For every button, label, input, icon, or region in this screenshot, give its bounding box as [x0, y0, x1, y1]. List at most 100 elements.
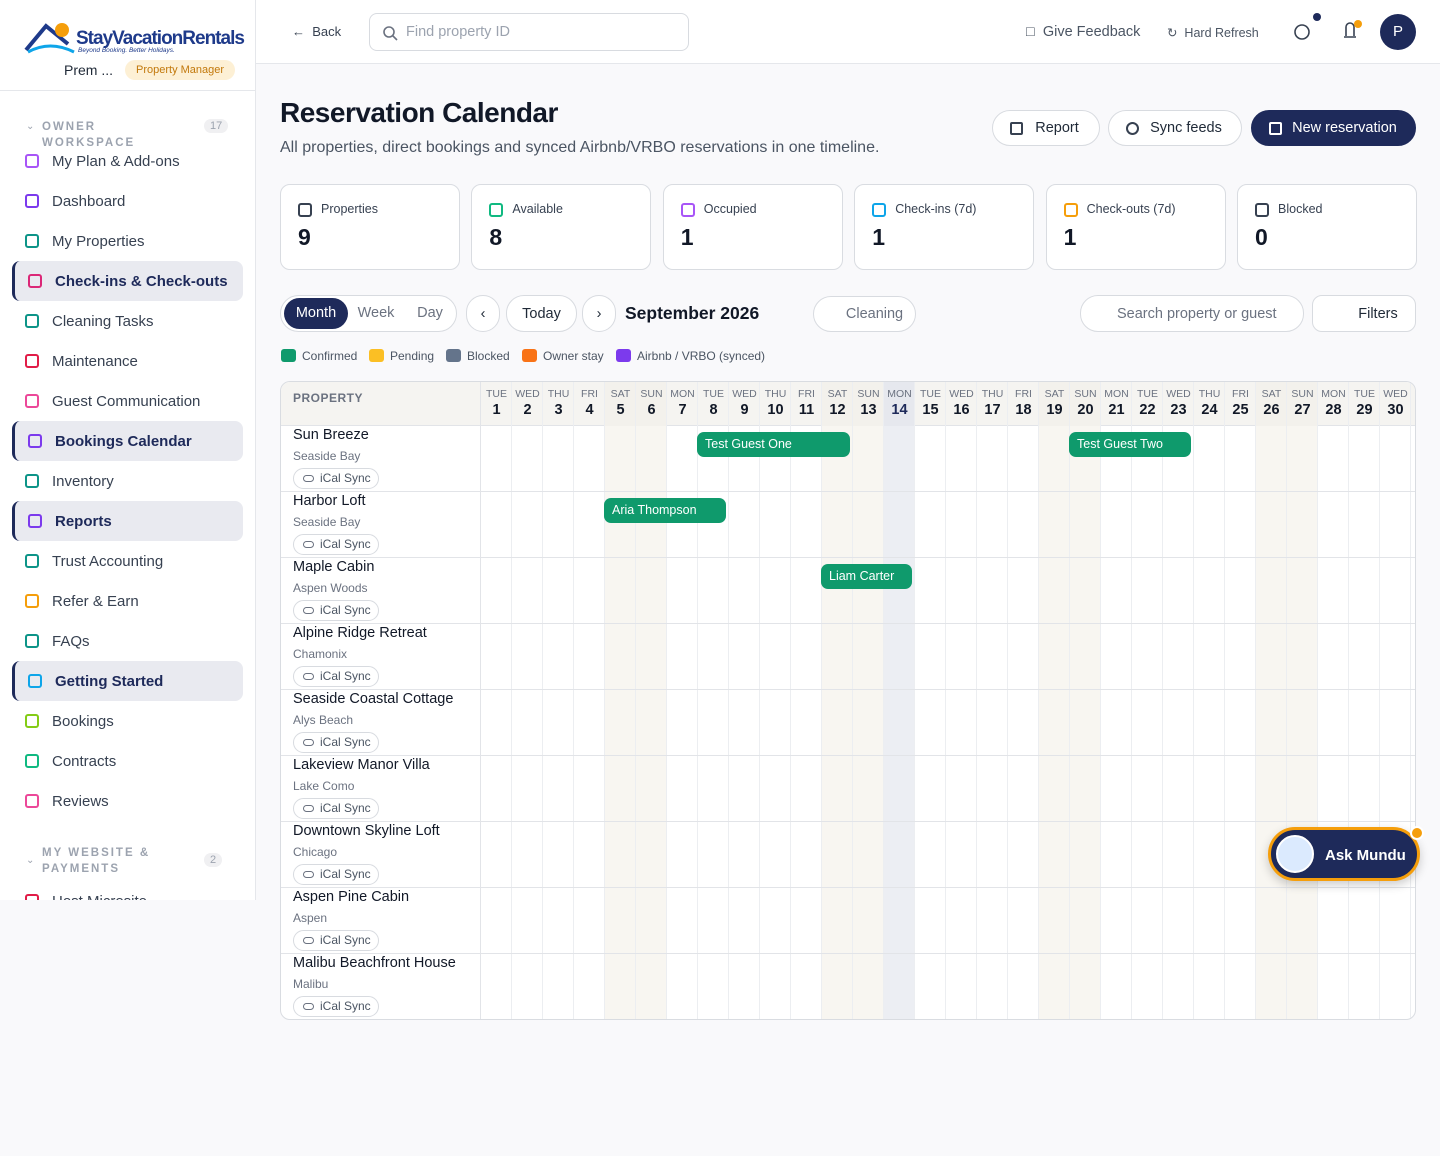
nav-item[interactable]: Dashboard: [12, 181, 243, 221]
ical-sync[interactable]: iCal Sync: [293, 468, 379, 489]
assistant-dot: [1410, 826, 1424, 840]
day-body: [853, 426, 883, 1019]
nav-item[interactable]: Refer & Earn: [12, 581, 243, 621]
nav-item[interactable]: Bookings Calendar: [12, 421, 243, 461]
property-name: Harbor Loft: [293, 493, 366, 509]
day-of-week: THU: [547, 388, 570, 400]
prev-button[interactable]: ‹: [466, 295, 500, 332]
nav-label: My Plan & Add-ons: [52, 152, 180, 170]
nav-item[interactable]: Bookings: [12, 701, 243, 741]
next-button[interactable]: ›: [582, 295, 616, 332]
day-body: [605, 426, 635, 1019]
day-column: [760, 382, 791, 1019]
ical-sync[interactable]: iCal Sync: [293, 864, 379, 885]
day-body: [1008, 426, 1038, 1019]
refresh-button[interactable]: ↻ Hard Refresh: [1167, 26, 1259, 40]
nav-item[interactable]: Host Microsite: [12, 881, 243, 900]
ical-sync[interactable]: iCal Sync: [293, 732, 379, 753]
nav-item[interactable]: My Properties: [12, 221, 243, 261]
ical-sync[interactable]: iCal Sync: [293, 930, 379, 951]
nav-item[interactable]: Reviews: [12, 781, 243, 821]
bell-icon[interactable]: [1340, 14, 1370, 44]
day-body: [1039, 426, 1069, 1019]
day-of-week: SUN: [640, 388, 663, 400]
booking-bar[interactable]: Liam Carter: [821, 564, 912, 589]
booking-bar[interactable]: Test Guest One: [697, 432, 850, 457]
ical-sync[interactable]: iCal Sync: [293, 600, 379, 621]
nav-item[interactable]: FAQs: [12, 621, 243, 661]
action-icon: [1126, 122, 1139, 135]
day-number: 6: [647, 402, 656, 418]
nav-item[interactable]: Contracts: [12, 741, 243, 781]
stat-card: Check-outs (7d) 1: [1045, 184, 1226, 270]
nav-icon: [25, 394, 39, 408]
action-button[interactable]: New reservation: [1251, 110, 1416, 146]
booking-bar[interactable]: Aria Thompson: [604, 498, 726, 523]
nav-item[interactable]: Reports: [12, 501, 243, 541]
stat-card: Properties 9: [280, 184, 460, 270]
day-body: [822, 426, 852, 1019]
today-button[interactable]: Today: [506, 295, 577, 332]
link-icon: [303, 607, 314, 614]
avatar[interactable]: P: [1380, 14, 1416, 50]
nav-label: Refer & Earn: [52, 592, 139, 610]
nav-icon: [25, 154, 39, 168]
ical-sync[interactable]: iCal Sync: [293, 666, 379, 687]
help-icon[interactable]: [1292, 12, 1322, 42]
nav-item[interactable]: Guest Communication: [12, 381, 243, 421]
property-name: Lakeview Manor Villa: [293, 757, 430, 773]
filters-button[interactable]: Filters: [1312, 295, 1416, 332]
stat-icon: [489, 203, 504, 217]
day-number: 20: [1077, 402, 1094, 418]
nav-icon: [25, 754, 39, 768]
day-of-week: TUE: [1137, 388, 1158, 400]
day-column: [667, 382, 698, 1019]
cleaning-button[interactable]: Cleaning: [813, 296, 916, 332]
guest-search[interactable]: Search property or guest: [1080, 295, 1304, 332]
view-tab[interactable]: Month: [284, 298, 348, 329]
day-body: [729, 426, 759, 1019]
stat-icon: [1255, 203, 1269, 217]
booking-bar[interactable]: Test Guest Two: [1069, 432, 1191, 457]
action-button[interactable]: Sync feeds: [1108, 110, 1242, 146]
back-button[interactable]: ← Back: [292, 24, 342, 39]
nav-item[interactable]: My Plan & Add-ons: [12, 141, 243, 181]
view-tab[interactable]: Day: [417, 305, 443, 321]
tagline: Beyond Booking. Better Holidays.: [78, 47, 175, 54]
nav-item[interactable]: Inventory: [12, 461, 243, 501]
day-body: [946, 426, 976, 1019]
nav-item[interactable]: Check-ins & Check-outs: [12, 261, 243, 301]
ical-sync[interactable]: iCal Sync: [293, 798, 379, 819]
section-count: 17: [204, 119, 229, 133]
search-box[interactable]: Find property ID: [369, 13, 689, 51]
legend-swatch: [281, 349, 296, 362]
ical-sync[interactable]: iCal Sync: [293, 996, 379, 1017]
nav-item[interactable]: Trust Accounting: [12, 541, 243, 581]
day-of-week: FRI: [1232, 388, 1249, 400]
day-number: 16: [953, 402, 970, 418]
nav-item[interactable]: Getting Started: [12, 661, 243, 701]
assistant-label: Ask Mundu: [1325, 847, 1406, 864]
view-tab[interactable]: Week: [357, 305, 395, 321]
day-number: 29: [1356, 402, 1373, 418]
action-button[interactable]: Report: [992, 110, 1100, 146]
nav-label: Host Microsite: [52, 893, 147, 901]
day-of-week: THU: [981, 388, 1004, 400]
nav-item[interactable]: Maintenance: [12, 341, 243, 381]
feedback-button[interactable]: □ Give Feedback: [1026, 24, 1141, 40]
assistant-button[interactable]: Ask Mundu: [1268, 826, 1424, 881]
row-border: [281, 755, 1415, 756]
day-body: [1163, 426, 1193, 1019]
nav-icon: [25, 314, 39, 328]
nav-icon: [25, 794, 39, 808]
day-of-week: FRI: [581, 388, 598, 400]
stat-icon: [1063, 203, 1078, 217]
action-icon: [1010, 122, 1023, 135]
topbar: ← Back Find property ID □ Give Feedback …: [256, 0, 1440, 64]
legend-swatch: [446, 349, 461, 362]
ical-sync[interactable]: iCal Sync: [293, 534, 379, 555]
action-label: Report: [1035, 120, 1079, 136]
nav-label: Contracts: [52, 752, 117, 770]
nav-item[interactable]: Cleaning Tasks: [12, 301, 243, 341]
day-number: 28: [1325, 402, 1342, 418]
